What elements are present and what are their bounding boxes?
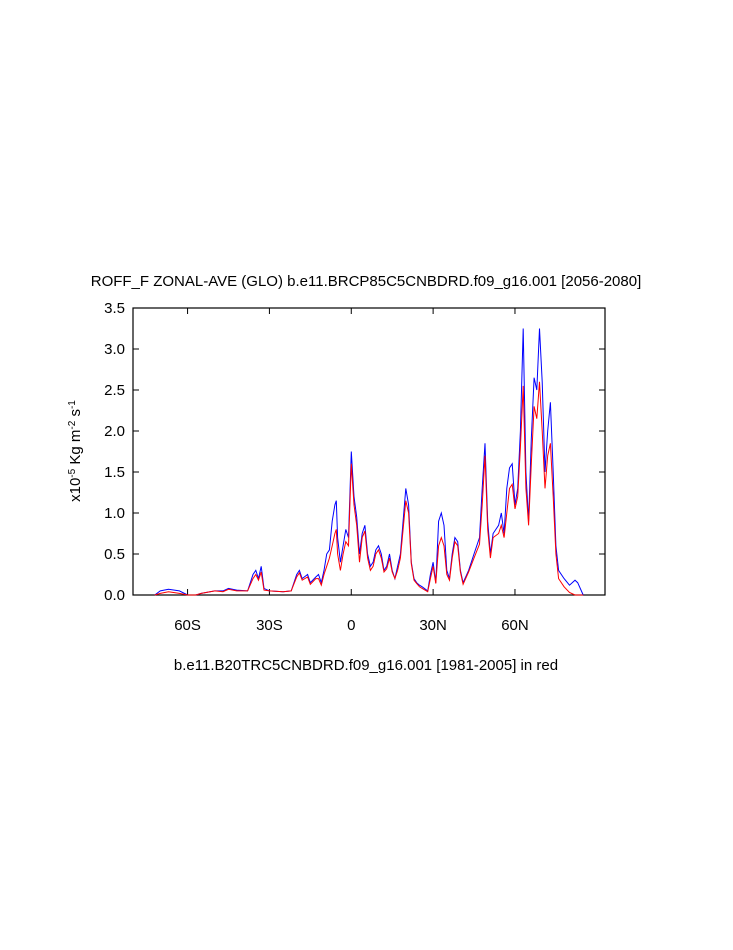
x-tick-label: 0	[347, 617, 355, 634]
y-label-text: x10	[67, 478, 84, 502]
y-axis-label: x10-5 Kg m-2 s-1	[67, 400, 85, 502]
y-label-exponent: -5	[67, 468, 78, 477]
y-label-exponent: -1	[67, 400, 78, 409]
y-tick-label: 2.5	[104, 382, 125, 399]
y-tick-label: 3.0	[104, 341, 125, 358]
y-tick-label: 0.5	[104, 546, 125, 563]
caption: b.e11.B20TRC5CNBDRD.f09_g16.001 [1981-20…	[174, 657, 558, 674]
x-tick-label: 30N	[419, 617, 447, 634]
y-tick-label: 2.0	[104, 423, 125, 440]
x-tick-label: 60S	[174, 617, 201, 634]
y-label-text: Kg m	[67, 430, 84, 469]
y-label-exponent: -2	[67, 420, 78, 429]
x-tick-label: 30S	[256, 617, 283, 634]
y-tick-label: 0.0	[104, 587, 125, 604]
plot-frame	[132, 307, 606, 596]
y-tick-label: 1.0	[104, 505, 125, 522]
y-tick-label: 1.5	[104, 464, 125, 481]
y-label-text: s	[67, 409, 84, 421]
chart-title: ROFF_F ZONAL-AVE (GLO) b.e11.BRCP85C5CNB…	[91, 273, 642, 290]
x-tick-label: 60N	[501, 617, 529, 634]
y-tick-label: 3.5	[104, 300, 125, 317]
series-line	[154, 381, 584, 596]
